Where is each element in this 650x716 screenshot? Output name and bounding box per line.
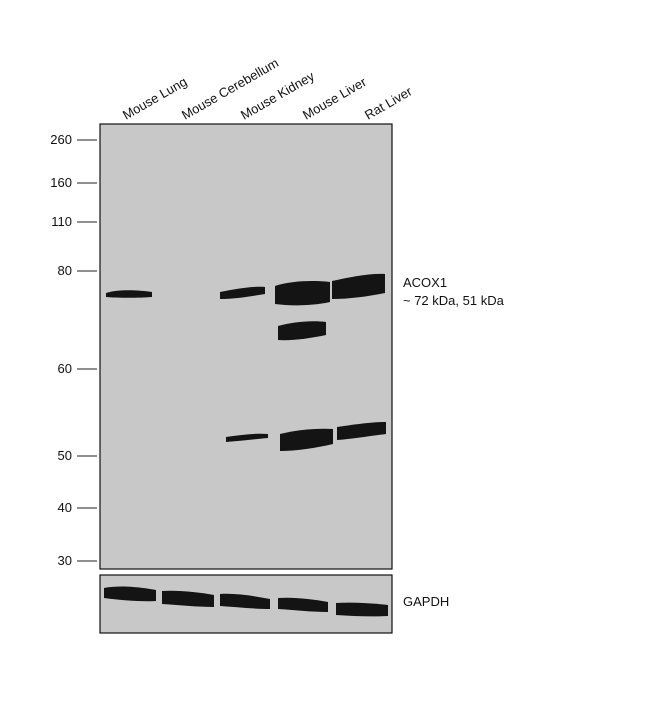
band-gapdh-mouse-liver [278, 597, 328, 612]
main-blot-membrane [99, 123, 393, 570]
band-gapdh-mouse-cerebellum [162, 590, 214, 607]
marker-label-160: 160 [50, 175, 72, 190]
band-gapdh-rat-liver [336, 602, 388, 617]
lane-label-mouse-lung: Mouse Lung [120, 74, 189, 123]
marker-label-60: 60 [58, 361, 72, 376]
band-gapdh-mouse-kidney [220, 593, 270, 609]
lane-labels: Mouse Lung Mouse Cerebellum Mouse Kidney… [120, 55, 415, 123]
band-mouse-liver-51 [280, 428, 333, 451]
lane-label-mouse-cerebellum: Mouse Cerebellum [179, 55, 281, 123]
lane-label-rat-liver: Rat Liver [362, 83, 415, 122]
band-mouse-kidney-51 [226, 433, 268, 442]
bands-72kda [106, 273, 385, 306]
marker-label-110: 110 [51, 214, 72, 229]
band-rat-liver-51 [337, 422, 386, 440]
loading-control-label: GAPDH [403, 594, 449, 609]
band-mouse-liver-72 [275, 281, 330, 306]
band-rat-liver-72 [332, 273, 385, 299]
marker-label-260: 260 [50, 132, 72, 147]
band-mouse-kidney-72 [220, 286, 265, 299]
target-size-label: ~ 72 kDa, 51 kDa [403, 293, 505, 308]
marker-ladder: 260 160 110 80 60 50 40 30 [50, 132, 97, 568]
marker-label-30: 30 [58, 553, 72, 568]
marker-label-80: 80 [58, 263, 72, 278]
band-gapdh-mouse-lung [104, 586, 156, 602]
band-mouse-liver-intermediate [278, 321, 326, 341]
marker-label-50: 50 [58, 448, 72, 463]
target-name-label: ACOX1 [403, 275, 447, 290]
bands-51kda [226, 422, 386, 451]
band-mouse-lung-72 [106, 290, 152, 298]
marker-label-40: 40 [58, 500, 72, 515]
bands-gapdh [104, 586, 388, 617]
